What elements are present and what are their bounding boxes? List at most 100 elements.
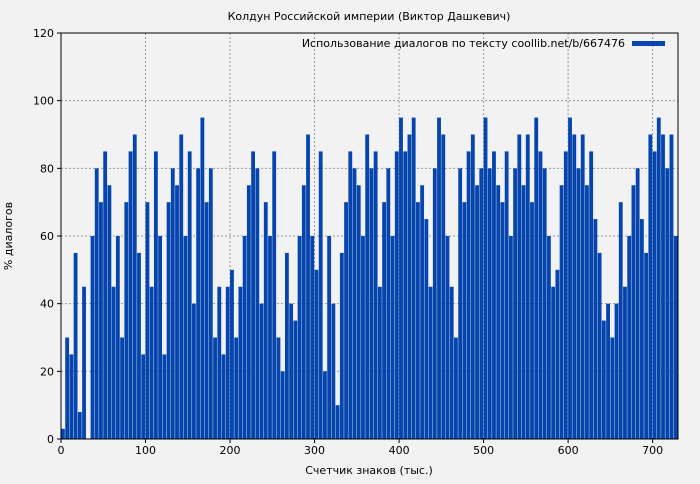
bar <box>555 269 560 439</box>
bar <box>166 202 171 439</box>
bar <box>107 185 112 439</box>
bar <box>61 428 65 439</box>
bar <box>158 236 163 439</box>
bar <box>458 168 463 440</box>
bar <box>225 286 230 439</box>
bar <box>314 269 319 439</box>
bar <box>428 286 433 439</box>
bar <box>344 202 348 439</box>
bar <box>534 117 539 439</box>
bar <box>656 117 661 439</box>
bar <box>293 320 298 439</box>
bar <box>382 202 387 439</box>
bar <box>589 151 594 439</box>
bar <box>234 337 239 439</box>
bar <box>424 219 429 439</box>
bar <box>576 168 581 440</box>
bar <box>530 202 534 439</box>
bar <box>280 371 285 439</box>
bar <box>149 286 154 439</box>
x-axis-label: Счетчик знаков (тыс.) <box>305 464 433 477</box>
bar <box>437 117 441 439</box>
bar <box>610 337 615 439</box>
bar <box>331 303 336 439</box>
bar <box>82 286 86 439</box>
bar <box>606 303 610 439</box>
bar <box>415 202 420 439</box>
bar <box>521 185 526 439</box>
bar <box>483 117 488 439</box>
x-tick-label: 0 <box>58 444 65 457</box>
bar <box>563 151 568 439</box>
bar <box>504 151 509 439</box>
bar <box>213 337 217 439</box>
bar <box>411 117 416 439</box>
legend-swatch <box>632 41 665 46</box>
bar <box>217 286 222 439</box>
bar <box>538 151 543 439</box>
bar <box>115 236 120 439</box>
bar <box>593 219 598 439</box>
bar <box>187 151 192 439</box>
x-axis: 0 100 200 300 400 500 600 700 <box>58 439 663 457</box>
bar <box>192 303 196 439</box>
bar <box>356 185 361 439</box>
bar <box>221 354 226 439</box>
bar <box>162 354 167 439</box>
bar <box>196 168 201 440</box>
bar <box>585 185 589 439</box>
bar <box>466 151 471 439</box>
bar <box>618 202 623 439</box>
bar <box>335 405 340 439</box>
x-tick-label: 100 <box>135 444 156 457</box>
bar <box>301 185 306 439</box>
chart-title: Колдун Российской империи (Виктор Дашкев… <box>228 10 511 23</box>
bar <box>259 303 264 439</box>
y-tick-label: 40 <box>40 298 54 311</box>
bar <box>635 168 640 440</box>
x-tick-label: 600 <box>558 444 579 457</box>
bar <box>242 236 247 439</box>
bar <box>508 236 513 439</box>
bar <box>124 202 129 439</box>
bar <box>661 134 665 439</box>
bar <box>441 134 446 439</box>
bar <box>255 168 260 440</box>
bar <box>272 151 277 439</box>
bar <box>525 134 530 439</box>
bar <box>65 337 70 439</box>
bar <box>111 286 116 439</box>
bar <box>390 236 395 439</box>
bar <box>323 371 327 439</box>
bar <box>94 168 99 440</box>
bar <box>310 236 315 439</box>
bar <box>513 168 518 440</box>
bar <box>665 168 670 440</box>
bars <box>61 117 678 440</box>
bar <box>639 219 644 439</box>
bar <box>132 134 137 439</box>
bar <box>200 117 205 439</box>
bar <box>373 151 378 439</box>
bar <box>449 286 454 439</box>
y-tick-label: 0 <box>47 433 54 446</box>
bar <box>652 151 657 439</box>
bar <box>572 134 577 439</box>
bar <box>500 202 505 439</box>
bar <box>137 252 141 439</box>
bar <box>542 168 547 440</box>
bar <box>627 236 632 439</box>
bar <box>445 236 450 439</box>
bar <box>153 151 158 439</box>
bar <box>90 236 95 439</box>
bar <box>348 151 353 439</box>
bar <box>673 236 678 439</box>
bar <box>318 151 323 439</box>
bar <box>377 286 382 439</box>
x-tick-label: 500 <box>473 444 494 457</box>
bar <box>204 202 209 439</box>
bar <box>251 151 255 439</box>
x-tick-label: 700 <box>642 444 663 457</box>
x-tick-label: 400 <box>389 444 410 457</box>
